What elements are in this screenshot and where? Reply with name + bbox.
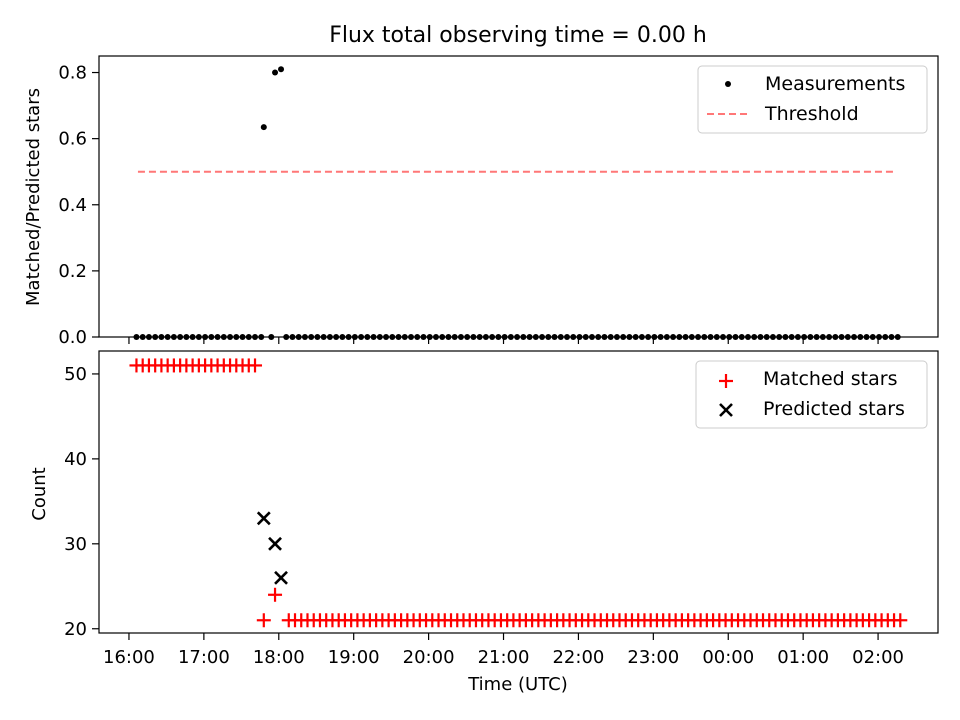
bottom-plot-area [129, 358, 908, 628]
x-tick-label: 20:00 [403, 647, 455, 668]
measurement-point [260, 124, 267, 131]
top-y-tick-label: 0.2 [58, 261, 87, 282]
legend-measurements-marker [725, 81, 731, 87]
x-tick-label: 23:00 [627, 647, 679, 668]
top-y-tick-label: 0.4 [58, 195, 87, 216]
top-legend: Measurements Threshold [697, 65, 928, 134]
x-tick-label: 00:00 [702, 647, 754, 668]
bottom-legend: Matched stars Predicted stars [695, 360, 928, 429]
x-tick-label: 21:00 [478, 647, 530, 668]
measurement-point [278, 66, 285, 73]
top-y-tick-label: 0.6 [58, 129, 87, 150]
bottom-y-axis-label: Count [29, 467, 50, 520]
x-tick-label: 22:00 [552, 647, 604, 668]
bottom-y-tick-label: 40 [64, 449, 87, 470]
chart-title: Flux total observing time = 0.00 h [329, 23, 707, 48]
top-x-ticks [128, 337, 879, 344]
matched-star-point [248, 358, 263, 373]
x-tick-label: 18:00 [253, 647, 305, 668]
legend-threshold-label: Threshold [764, 103, 859, 125]
matched-star-point [256, 613, 271, 628]
x-tick-label: 17:00 [178, 647, 230, 668]
x-tick-label: 02:00 [852, 647, 904, 668]
predicted-star-point [256, 511, 271, 526]
top-y-tick-label: 0.0 [58, 327, 87, 348]
top-y-axis-label: Matched/Predicted stars [23, 88, 44, 306]
top-legend-box [697, 65, 928, 134]
top-y-ticks: 0.0 0.2 0.4 0.6 0.8 [58, 63, 99, 348]
x-axis-label: Time (UTC) [467, 674, 568, 695]
predicted-star-point [274, 570, 288, 585]
legend-measurements-label: Measurements [765, 73, 905, 95]
top-y-tick-label: 0.8 [58, 63, 87, 84]
legend-predicted-marker [719, 403, 733, 417]
legend-matched-label: Matched stars [763, 368, 897, 390]
predicted-star-point [268, 536, 282, 551]
x-tick-label: 16:00 [103, 647, 155, 668]
legend-matched-marker [719, 374, 733, 388]
bottom-axes-frame [98, 350, 939, 634]
bottom-y-tick-label: 20 [64, 619, 87, 640]
legend-predicted-label: Predicted stars [763, 398, 905, 420]
bottom-panel: 20 30 40 50 16:00 17:00 18:00 19:00 20:00 21:00 2… [29, 350, 939, 695]
bottom-y-tick-label: 50 [64, 364, 87, 385]
x-tick-label: 19:00 [328, 647, 380, 668]
bottom-y-tick-label: 30 [64, 534, 87, 555]
bottom-legend-box [695, 360, 928, 429]
bottom-y-ticks: 20 30 40 50 [64, 364, 99, 640]
top-panel: 0.00.20.40.60.8 Matched/Predicted stars … [23, 55, 939, 348]
top-axes-frame [98, 55, 939, 338]
matched-star-point [893, 613, 908, 628]
measurement-point [272, 69, 279, 76]
bottom-x-ticks: 16:00 17:00 18:00 19:00 20:00 21:00 22:00 23:00… [103, 633, 904, 668]
matched-star-point [268, 587, 283, 602]
x-tick-label: 01:00 [777, 647, 829, 668]
